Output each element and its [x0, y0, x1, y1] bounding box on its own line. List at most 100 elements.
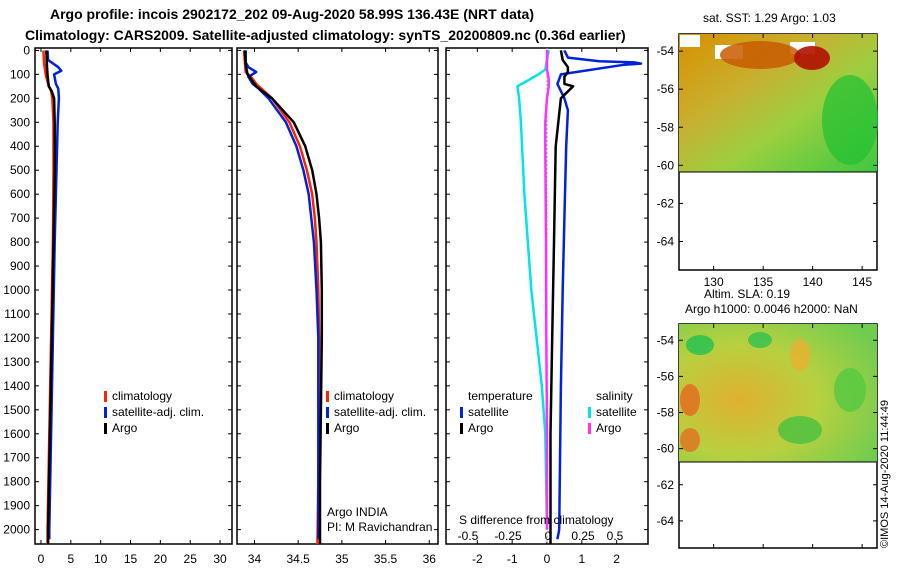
legend-label-satellite: satellite-adj. clim. — [334, 405, 426, 419]
salinity-panel-frame — [236, 47, 439, 545]
legend-header-temperature: temperature — [468, 389, 533, 403]
difference-xlabel: S difference from climatology — [459, 513, 614, 527]
legend-temperature: climatology satellite-adj. clim. Argo — [104, 389, 204, 435]
x-tick-label: 0 — [38, 552, 45, 566]
legend-swatch-satellite — [326, 407, 329, 418]
sla-map-title: Altim. SLA: 0.19 — [704, 287, 790, 301]
depth-tick-label: 1200 — [3, 331, 30, 345]
depth-tick-label: 1100 — [4, 307, 30, 321]
x-tick-label: 30 — [213, 552, 227, 566]
x-tick-label: 1 — [578, 552, 585, 566]
lat-tick-label: -62 — [657, 478, 675, 492]
series-argo — [45, 50, 56, 544]
depth-tick-label: 700 — [10, 211, 30, 225]
difference-lines — [516, 49, 643, 544]
depth-tick-label: 1500 — [3, 403, 30, 417]
series-temperature-satellite — [556, 49, 643, 540]
depth-axis: 0 100 200 300 400 500 600 700 800 900 1000 1100 1200… — [3, 43, 648, 537]
sla-map — [678, 323, 878, 549]
lat-tick-label: -64 — [657, 514, 675, 528]
legend-swatch-temp-argo — [460, 423, 463, 434]
depth-tick-label: 300 — [10, 115, 30, 129]
x-tick-label-salinity: -0.5 — [458, 529, 479, 543]
temperature-axis: 0 5 10 15 20 25 30 — [38, 48, 227, 566]
legend-header-salinity: salinity — [596, 389, 633, 403]
x-tick-label: 25 — [184, 552, 198, 566]
legend-label-argo: Argo — [112, 421, 138, 435]
legend-label-climatology: climatology — [112, 389, 172, 403]
watermark: ©IMOS 14-Aug-2020 11:44:49 — [879, 400, 891, 548]
credit-line1: Argo INDIA — [327, 505, 388, 519]
lat-tick-label: -64 — [657, 234, 675, 248]
depth-tick-label: 1000 — [3, 283, 30, 297]
sla-map-subtitle: Argo h1000: 0.0046 h2000: NaN — [685, 302, 858, 316]
legend-swatch-sal-argo — [588, 423, 591, 434]
depth-tick-label: 1700 — [3, 451, 30, 465]
legend-swatch-sal-satellite — [588, 407, 591, 418]
low-patch — [686, 335, 714, 355]
x-tick-label-salinity: 0 — [545, 529, 552, 543]
lat-tick-label: -60 — [657, 158, 675, 172]
lon-tick-label: 140 — [803, 275, 823, 289]
x-tick-label: 35 — [335, 552, 349, 566]
legend-label-temp-satellite: satellite — [468, 405, 509, 419]
lat-tick-label: -60 — [657, 442, 675, 456]
sst-map — [678, 33, 878, 271]
x-tick-label: 0 — [544, 552, 551, 566]
difference-axis: -2 -1 0 1 2 -0.5 -0.25 0 0.25 0.5 — [458, 48, 624, 566]
x-tick-label-salinity: 0.5 — [607, 529, 624, 543]
series-temperature-argo — [549, 50, 575, 544]
legend-label-argo: Argo — [334, 421, 360, 435]
x-tick-label-salinity: -0.25 — [494, 529, 522, 543]
legend-difference: temperature salinity satellite Argo sate… — [460, 389, 637, 435]
series-climatology — [242, 50, 321, 545]
x-tick-label: -1 — [507, 552, 518, 566]
depth-tick-label: 100 — [10, 67, 30, 81]
warm-patch — [720, 41, 800, 69]
chart-title-line2: Climatology: CARS2009. Satellite-adjuste… — [25, 27, 626, 43]
legend-salinity: climatology satellite-adj. clim. Argo — [326, 389, 426, 435]
legend-label-climatology: climatology — [334, 389, 394, 403]
legend-swatch-climatology — [104, 391, 107, 402]
sst-map-title: sat. SST: 1.29 Argo: 1.03 — [703, 11, 836, 25]
lat-tick-label: -58 — [657, 406, 675, 420]
x-tick-label: 15 — [124, 552, 138, 566]
legend-swatch-argo — [326, 423, 329, 434]
temperature-panel-frame — [34, 47, 233, 545]
legend-label-sal-argo: Argo — [596, 421, 622, 435]
x-tick-label: 2 — [613, 552, 620, 566]
x-tick-label: -2 — [472, 552, 483, 566]
series-argo — [243, 50, 324, 544]
depth-tick-label: 1400 — [3, 379, 30, 393]
depth-tick-label: 2000 — [3, 523, 30, 537]
lat-tick-label: -56 — [657, 82, 675, 96]
x-tick-label: 34.5 — [286, 552, 310, 566]
sst-map-axes: -54 -56 -58 -60 -62 -64 130 135 140 145 — [657, 34, 877, 289]
lat-tick-label: -54 — [657, 333, 675, 347]
lon-tick-label: 135 — [753, 275, 773, 289]
low-patch — [778, 416, 822, 444]
high-patch — [680, 384, 700, 416]
low-patch — [834, 368, 866, 412]
series-satellite-adj-clim- — [244, 50, 320, 540]
salinity-axis: 34 34.5 35 35.5 36 — [248, 48, 436, 566]
lon-tick-label: 130 — [704, 275, 724, 289]
high-patch — [790, 339, 810, 371]
series-salinity-argo — [544, 50, 550, 530]
series-salinity-satellite — [516, 50, 550, 530]
legend-swatch-temp-satellite — [460, 407, 463, 418]
depth-tick-label: 200 — [10, 91, 30, 105]
depth-tick-label: 1300 — [3, 355, 30, 369]
depth-tick-label: 600 — [10, 187, 30, 201]
cool-patch — [822, 75, 878, 165]
x-tick-label: 36 — [423, 552, 437, 566]
chart-title-line1: Argo profile: incois 2902172_202 09-Aug-… — [50, 6, 534, 22]
legend-label-satellite: satellite-adj. clim. — [112, 405, 204, 419]
x-tick-label: 34 — [248, 552, 262, 566]
sla-map-axes: -54 -56 -58 -60 -62 -64 — [657, 324, 877, 548]
depth-tick-label: 1900 — [3, 499, 30, 513]
temperature-lines — [42, 50, 63, 544]
credit-line2: PI: M Ravichandran — [327, 520, 432, 534]
hot-patch — [794, 46, 830, 70]
